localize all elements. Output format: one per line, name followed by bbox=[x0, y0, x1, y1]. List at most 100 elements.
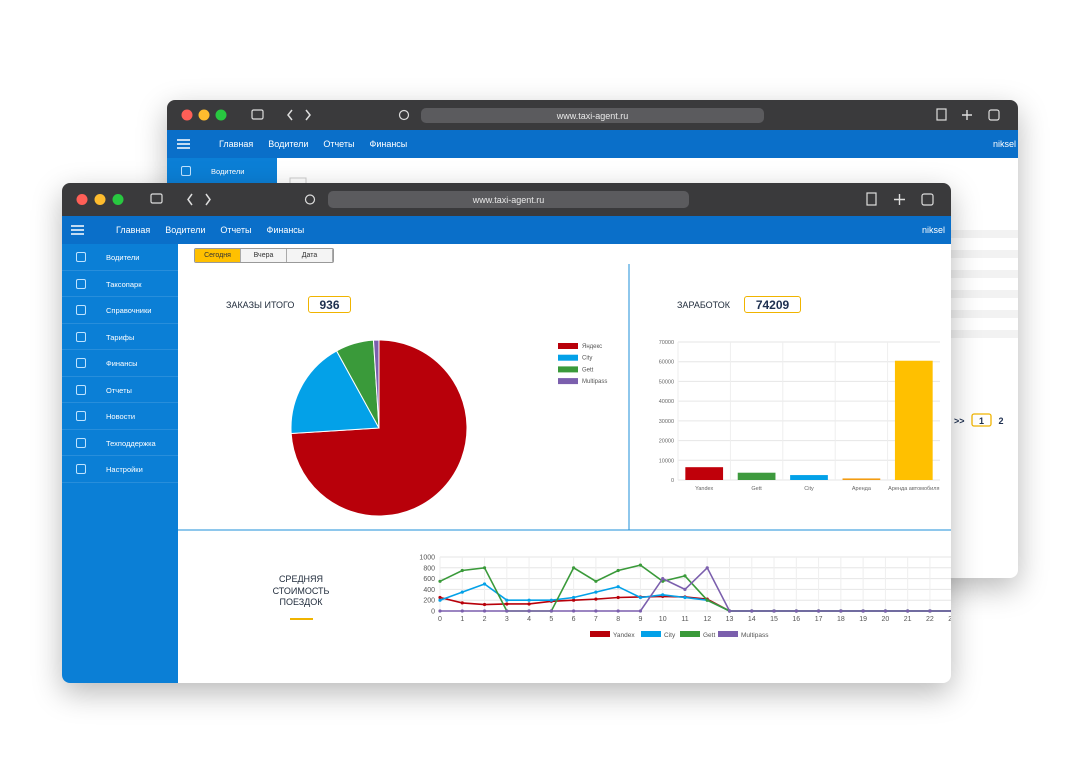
y-tick-label: 50000 bbox=[659, 379, 674, 385]
bar bbox=[685, 467, 724, 480]
legend-swatch bbox=[680, 631, 700, 637]
sidebar-icon bbox=[76, 384, 86, 395]
sidebar-item[interactable]: Водители bbox=[62, 244, 178, 271]
series-point bbox=[460, 601, 464, 605]
url-bar[interactable]: www.taxi-agent.ru bbox=[421, 108, 764, 123]
y-tick-label: 1000 bbox=[419, 555, 435, 562]
x-tick-label: 2 bbox=[483, 616, 487, 623]
sidebar-item[interactable]: Настройки bbox=[62, 456, 178, 483]
sidebar-icon bbox=[76, 464, 86, 474]
title-bar-icons bbox=[181, 108, 1000, 121]
sidebar-item[interactable]: Техподдержка bbox=[62, 430, 178, 456]
nav-item[interactable]: Водители bbox=[165, 225, 206, 235]
nav-item[interactable]: Финансы bbox=[266, 225, 305, 235]
menu-icon[interactable] bbox=[175, 130, 195, 158]
series-point bbox=[906, 609, 910, 613]
nav-item[interactable]: Финансы bbox=[369, 139, 408, 149]
x-tick-label: 22 bbox=[926, 616, 934, 623]
x-tick-label: 18 bbox=[837, 616, 845, 623]
nav-item[interactable]: Главная bbox=[219, 139, 254, 149]
sidebar-item[interactable]: Финансы bbox=[62, 350, 178, 377]
sidebar-label: Тарифы bbox=[106, 332, 135, 342]
nav-item[interactable]: Главная bbox=[116, 225, 151, 235]
series-point bbox=[527, 609, 531, 613]
date-tab[interactable]: Дата bbox=[287, 249, 333, 262]
nav-item[interactable]: Отчеты bbox=[220, 225, 252, 235]
series-point bbox=[727, 609, 732, 613]
sidebar-icon bbox=[76, 358, 86, 368]
sidebar-item[interactable]: Тарифы bbox=[62, 324, 178, 350]
legend-swatch bbox=[590, 631, 610, 637]
user-name[interactable]: niksel bbox=[993, 139, 1017, 149]
series-point bbox=[572, 566, 576, 570]
x-tick-label: 8 bbox=[616, 616, 620, 623]
pagination-prev[interactable]: >> bbox=[954, 416, 965, 426]
x-tick-label: 9 bbox=[638, 616, 642, 623]
date-tab[interactable]: Вчера bbox=[241, 249, 287, 262]
series-point bbox=[638, 563, 643, 567]
legend-swatch bbox=[558, 343, 578, 349]
user-name[interactable]: niksel bbox=[922, 225, 946, 235]
x-tick-label: 5 bbox=[549, 616, 553, 623]
dashboard-charts: ЯндексCityGettMultipass01000020000300004… bbox=[178, 264, 951, 639]
sidebar-icon bbox=[76, 305, 86, 315]
legend-label: Multipass bbox=[741, 632, 769, 639]
legend-swatch bbox=[641, 631, 661, 637]
sidebar-icon bbox=[76, 411, 86, 421]
y-tick-label: 10000 bbox=[659, 458, 674, 464]
legend-label: Yandex bbox=[613, 632, 635, 639]
legend-label: Gett bbox=[582, 367, 594, 373]
x-tick-label: 7 bbox=[594, 616, 598, 623]
series-point bbox=[594, 597, 598, 601]
nav-item[interactable]: Отчеты bbox=[323, 139, 355, 149]
series-point bbox=[438, 579, 442, 583]
series-point bbox=[594, 579, 598, 583]
series-point bbox=[549, 609, 553, 613]
x-tick-label: 20 bbox=[882, 616, 890, 623]
x-tick-label: Gett bbox=[751, 486, 762, 492]
x-tick-label: 15 bbox=[770, 616, 778, 623]
series-line bbox=[440, 566, 951, 612]
sidebar-item[interactable]: Отчеты bbox=[62, 377, 178, 403]
sidebar-icon bbox=[76, 252, 86, 262]
sidebar-icon bbox=[76, 331, 86, 342]
sidebar-label: Финансы bbox=[106, 359, 138, 368]
y-tick-label: 30000 bbox=[659, 419, 674, 425]
pagination-page[interactable]: 1 bbox=[979, 416, 984, 426]
series-point bbox=[861, 609, 865, 613]
sidebar-item[interactable]: Новости bbox=[62, 403, 178, 430]
series-point bbox=[572, 609, 576, 613]
menu-icon[interactable] bbox=[69, 216, 89, 244]
bar bbox=[894, 360, 933, 480]
y-tick-label: 70000 bbox=[659, 340, 674, 346]
pagination-page[interactable]: 2 bbox=[998, 416, 1003, 426]
series-point bbox=[883, 609, 888, 613]
legend-label: Gett bbox=[703, 632, 715, 639]
y-tick-label: 20000 bbox=[659, 439, 674, 445]
series-point bbox=[683, 595, 687, 600]
series-point bbox=[438, 609, 442, 613]
y-tick-label: 0 bbox=[671, 478, 674, 484]
series-point bbox=[705, 598, 709, 602]
bar bbox=[842, 478, 881, 480]
x-tick-label: 12 bbox=[703, 616, 711, 623]
series-point bbox=[594, 609, 598, 613]
sidebar-item[interactable]: Таксопарк bbox=[62, 271, 178, 297]
sidebar-item[interactable]: Справочники bbox=[62, 297, 178, 324]
sidebar-label: Отчеты bbox=[106, 385, 132, 395]
url-bar[interactable]: www.taxi-agent.ru bbox=[328, 191, 689, 208]
series-point bbox=[482, 602, 487, 607]
legend-swatch bbox=[558, 366, 578, 373]
x-tick-label: 10 bbox=[659, 616, 667, 623]
series-point bbox=[616, 595, 620, 600]
date-tab[interactable]: Сегодня bbox=[195, 249, 241, 262]
sidebar-label: Техподдержка bbox=[106, 438, 156, 448]
series-point bbox=[794, 609, 798, 613]
x-tick-label: 11 bbox=[681, 616, 688, 623]
series-point bbox=[438, 595, 442, 600]
nav-item[interactable]: Водители bbox=[268, 139, 309, 149]
earnings-label: ЗАРАБОТОК bbox=[677, 300, 730, 310]
y-tick-label: 400 bbox=[423, 587, 435, 594]
title-bar: www.taxi-agent.ru bbox=[62, 183, 951, 216]
